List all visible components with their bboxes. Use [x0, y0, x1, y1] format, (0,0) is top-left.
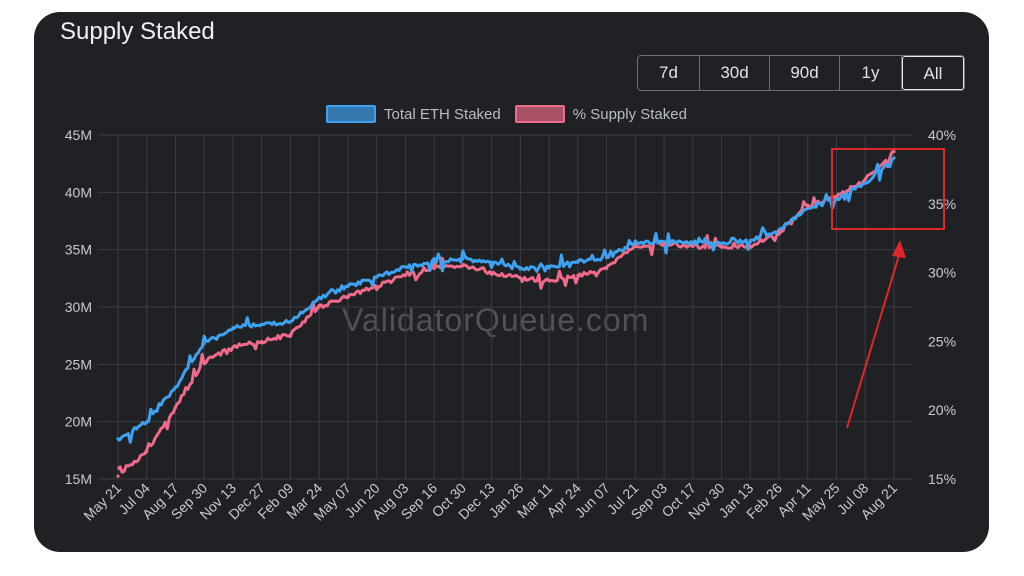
- legend-item-total-eth[interactable]: Total ETH Staked: [326, 105, 501, 123]
- data-point-total-eth: [375, 275, 379, 279]
- range-7d-button[interactable]: 7d: [638, 56, 700, 90]
- data-point-supply-pct: [863, 177, 867, 181]
- data-point-total-eth: [490, 260, 494, 264]
- data-point-total-eth: [748, 238, 752, 243]
- y-right-tick-label: 35%: [928, 196, 956, 212]
- y-left-tick-label: 20M: [65, 414, 92, 430]
- y-left-tick-label: 25M: [65, 356, 92, 372]
- data-point-total-eth: [202, 342, 206, 346]
- chart-legend: Total ETH Staked % Supply Staked: [326, 105, 687, 123]
- chart-title: Supply Staked: [60, 18, 215, 45]
- data-point-supply-pct: [432, 266, 436, 271]
- y-right-tick-label: 30%: [928, 265, 956, 281]
- data-point-total-eth: [145, 420, 149, 424]
- legend-label-supply-pct: % Supply Staked: [572, 105, 687, 123]
- legend-swatch-supply-pct: [514, 105, 565, 123]
- data-point-supply-pct: [260, 339, 264, 343]
- data-point-total-eth: [547, 266, 551, 270]
- data-point-total-eth: [604, 256, 609, 260]
- data-point-supply-pct: [604, 266, 609, 271]
- data-point-supply-pct: [806, 204, 810, 209]
- legend-label-total-eth: Total ETH Staked: [384, 105, 501, 123]
- data-point-supply-pct: [576, 273, 580, 277]
- y-left-tick-label: 15M: [65, 471, 92, 487]
- data-point-supply-pct: [719, 244, 724, 249]
- data-point-supply-pct: [461, 264, 465, 268]
- data-point-supply-pct: [777, 229, 781, 233]
- data-point-total-eth: [719, 242, 724, 246]
- data-point-supply-pct: [834, 195, 839, 199]
- data-point-supply-pct: [317, 305, 321, 309]
- data-point-supply-pct: [892, 149, 896, 154]
- series-line-total-eth: [117, 156, 895, 444]
- legend-swatch-total-eth: [326, 105, 376, 123]
- data-point-total-eth: [432, 259, 436, 263]
- y-right-tick-label: 15%: [928, 471, 956, 487]
- y-left-tick-label: 30M: [65, 299, 92, 315]
- data-point-total-eth: [834, 197, 839, 201]
- data-point-total-eth: [116, 437, 120, 441]
- data-point-supply-pct: [231, 345, 235, 349]
- data-point-total-eth: [633, 241, 637, 245]
- data-point-supply-pct: [403, 273, 408, 277]
- data-point-total-eth: [231, 326, 235, 330]
- annotation-highlight-box: [831, 148, 945, 230]
- data-point-supply-pct: [173, 405, 178, 410]
- time-range-selector: 7d 30d 90d 1y All: [637, 55, 965, 91]
- data-point-total-eth: [346, 284, 350, 288]
- range-all-button[interactable]: All: [902, 56, 964, 90]
- range-30d-button[interactable]: 30d: [700, 56, 770, 90]
- data-point-supply-pct: [375, 284, 379, 288]
- data-point-supply-pct: [346, 294, 350, 298]
- y-right-tick-label: 20%: [928, 402, 956, 418]
- y-left-tick-label: 40M: [65, 184, 92, 200]
- data-point-supply-pct: [547, 279, 551, 283]
- data-point-supply-pct: [691, 244, 695, 249]
- y-right-tick-label: 40%: [928, 127, 956, 143]
- data-point-total-eth: [863, 181, 867, 185]
- data-point-total-eth: [892, 156, 896, 160]
- data-point-supply-pct: [116, 474, 120, 478]
- annotation-arrow-shaft: [846, 251, 901, 429]
- legend-item-supply-pct[interactable]: % Supply Staked: [514, 105, 687, 123]
- data-point-total-eth: [691, 241, 695, 245]
- data-point-total-eth: [260, 322, 264, 326]
- data-point-total-eth: [403, 265, 408, 269]
- data-point-supply-pct: [748, 244, 752, 249]
- data-point-total-eth: [576, 259, 580, 263]
- data-point-total-eth: [173, 385, 178, 389]
- series-line-supply-pct: [116, 150, 895, 474]
- data-point-total-eth: [518, 267, 522, 271]
- data-point-total-eth: [288, 320, 293, 324]
- supply-staked-chart: 15M20M25M30M35M40M45M15%20%25%30%35%40%M…: [65, 127, 956, 524]
- data-point-supply-pct: [145, 449, 149, 454]
- data-point-supply-pct: [662, 242, 666, 246]
- y-left-tick-label: 45M: [65, 127, 92, 143]
- data-point-total-eth: [461, 257, 465, 261]
- supply-staked-card: Supply Staked 7d 30d 90d 1y All Total ET…: [34, 12, 989, 552]
- range-90d-button[interactable]: 90d: [770, 56, 840, 90]
- data-point-total-eth: [317, 296, 321, 300]
- data-point-supply-pct: [288, 332, 293, 337]
- annotation-arrow-head: [892, 240, 906, 258]
- range-1y-button[interactable]: 1y: [840, 56, 902, 90]
- data-point-supply-pct: [518, 276, 522, 280]
- watermark: ValidatorQueue.com: [342, 302, 650, 338]
- data-point-supply-pct: [490, 271, 494, 275]
- y-left-tick-label: 35M: [65, 242, 92, 258]
- data-point-supply-pct: [202, 360, 206, 364]
- y-right-tick-label: 25%: [928, 333, 956, 349]
- data-point-supply-pct: [633, 244, 637, 249]
